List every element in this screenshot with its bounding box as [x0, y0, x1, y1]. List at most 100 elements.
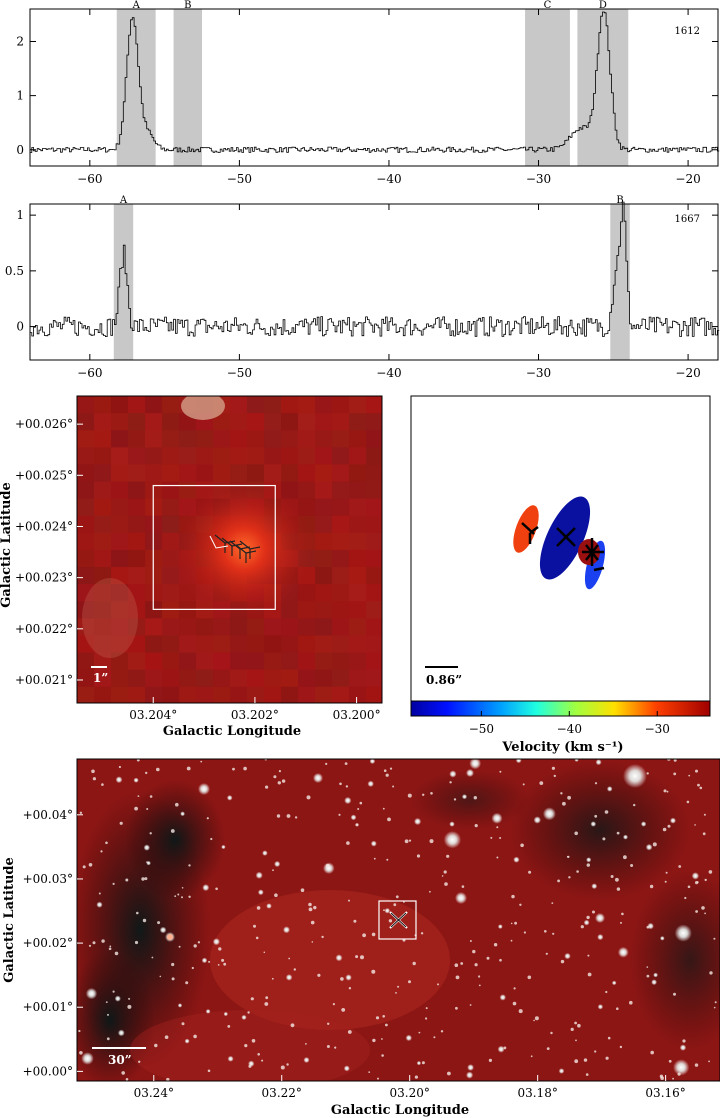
image-pixel: [230, 669, 248, 687]
star: [357, 808, 360, 810]
star: [583, 1058, 588, 1062]
star: [181, 896, 183, 899]
star: [300, 888, 305, 892]
image-pixel: [230, 413, 248, 431]
image-pixel: [298, 430, 316, 448]
image-pixel: [128, 584, 146, 602]
y-tick-label: 0.5: [5, 264, 24, 278]
star: [674, 924, 692, 942]
star: [215, 887, 218, 891]
star: [416, 1060, 422, 1066]
star: [486, 956, 490, 960]
star: [552, 932, 555, 935]
image-pixel: [315, 481, 333, 499]
wide-maser-marker: [389, 911, 408, 929]
star: [558, 1068, 565, 1074]
star: [496, 856, 499, 859]
star: [149, 832, 152, 835]
image-pixel: [162, 498, 180, 516]
image-pixel: [264, 635, 282, 653]
star: [177, 1003, 183, 1008]
star: [156, 767, 160, 772]
star: [371, 969, 376, 974]
image-pixel: [94, 669, 112, 687]
image-pixel: [128, 618, 146, 636]
star: [257, 889, 264, 896]
image-pixel: [94, 498, 112, 516]
image-pixel: [77, 464, 95, 482]
image-pixel: [366, 669, 382, 687]
star: [594, 1050, 597, 1053]
bright-star: [198, 783, 210, 795]
velocity-colorbar-label: Velocity (km s⁻¹): [501, 740, 623, 755]
image-pixel: [366, 413, 382, 431]
star: [100, 850, 103, 853]
star: [519, 903, 522, 906]
image-pixel: [162, 686, 180, 703]
star: [405, 1034, 412, 1042]
x-tick-label: 03.204°: [129, 708, 177, 722]
star: [146, 808, 149, 810]
star: [437, 983, 439, 986]
image-pixel: [94, 686, 112, 703]
image-pixel: [196, 447, 214, 465]
image-pixel: [366, 635, 382, 653]
marker-arm: [249, 546, 261, 550]
star: [568, 876, 571, 879]
star: [510, 939, 513, 942]
star: [193, 1034, 197, 1039]
image-pixel: [349, 584, 367, 602]
image-pixel: [247, 464, 265, 482]
star: [125, 1078, 129, 1081]
image-pixel: [213, 618, 231, 636]
marker-arm: [529, 526, 539, 534]
wide-image: [77, 759, 720, 1081]
marker-arm: [224, 540, 236, 544]
colorbar-tick-label: −40: [557, 722, 582, 736]
star: [128, 997, 131, 1000]
image-pixel: [315, 464, 333, 482]
star: [397, 985, 400, 988]
star: [490, 836, 493, 839]
image-pixel: [281, 464, 299, 482]
maser-spots: [513, 496, 606, 590]
star: [646, 966, 649, 968]
star: [383, 909, 385, 912]
star: [678, 865, 682, 868]
image-pixel: [128, 567, 146, 585]
image-pixel: [162, 481, 180, 499]
star: [630, 864, 634, 867]
image-pixel: [281, 652, 299, 670]
star: [694, 824, 696, 826]
star: [640, 821, 647, 827]
star: [587, 954, 590, 957]
zoom-ylabel: Galactic Latitude: [0, 482, 14, 608]
star: [114, 995, 121, 1002]
image-pixel: [281, 396, 299, 414]
y-tick-label: +00.03°: [23, 872, 73, 886]
star: [274, 860, 281, 868]
image-pixel: [179, 618, 197, 636]
marker-outline: [209, 535, 229, 549]
maser-spots-panel: 0.86” −50 −40 −30 Velocity (km s⁻¹): [410, 395, 711, 755]
star: [280, 1065, 285, 1070]
image-pixel: [77, 669, 95, 687]
star: [570, 1027, 574, 1031]
image-pixel: [332, 396, 350, 414]
image-pixel: [230, 686, 248, 703]
image-pixel: [332, 515, 350, 533]
star: [118, 765, 121, 769]
image-pixel: [128, 515, 146, 533]
star: [695, 881, 699, 885]
image-pixel: [366, 498, 382, 516]
star: [360, 955, 364, 960]
marker-arm: [556, 527, 576, 547]
spectrum-1612-panel: A B C D −60 −50 −40 −30 −20 0 1 2 1612: [16, 0, 720, 186]
image-pixel: [77, 549, 95, 568]
star: [272, 869, 274, 872]
wide-scalebar-label: 30”: [108, 1053, 132, 1067]
star: [200, 760, 203, 763]
image-pixel: [196, 652, 214, 670]
star: [393, 903, 397, 907]
image-pixel: [128, 669, 146, 687]
